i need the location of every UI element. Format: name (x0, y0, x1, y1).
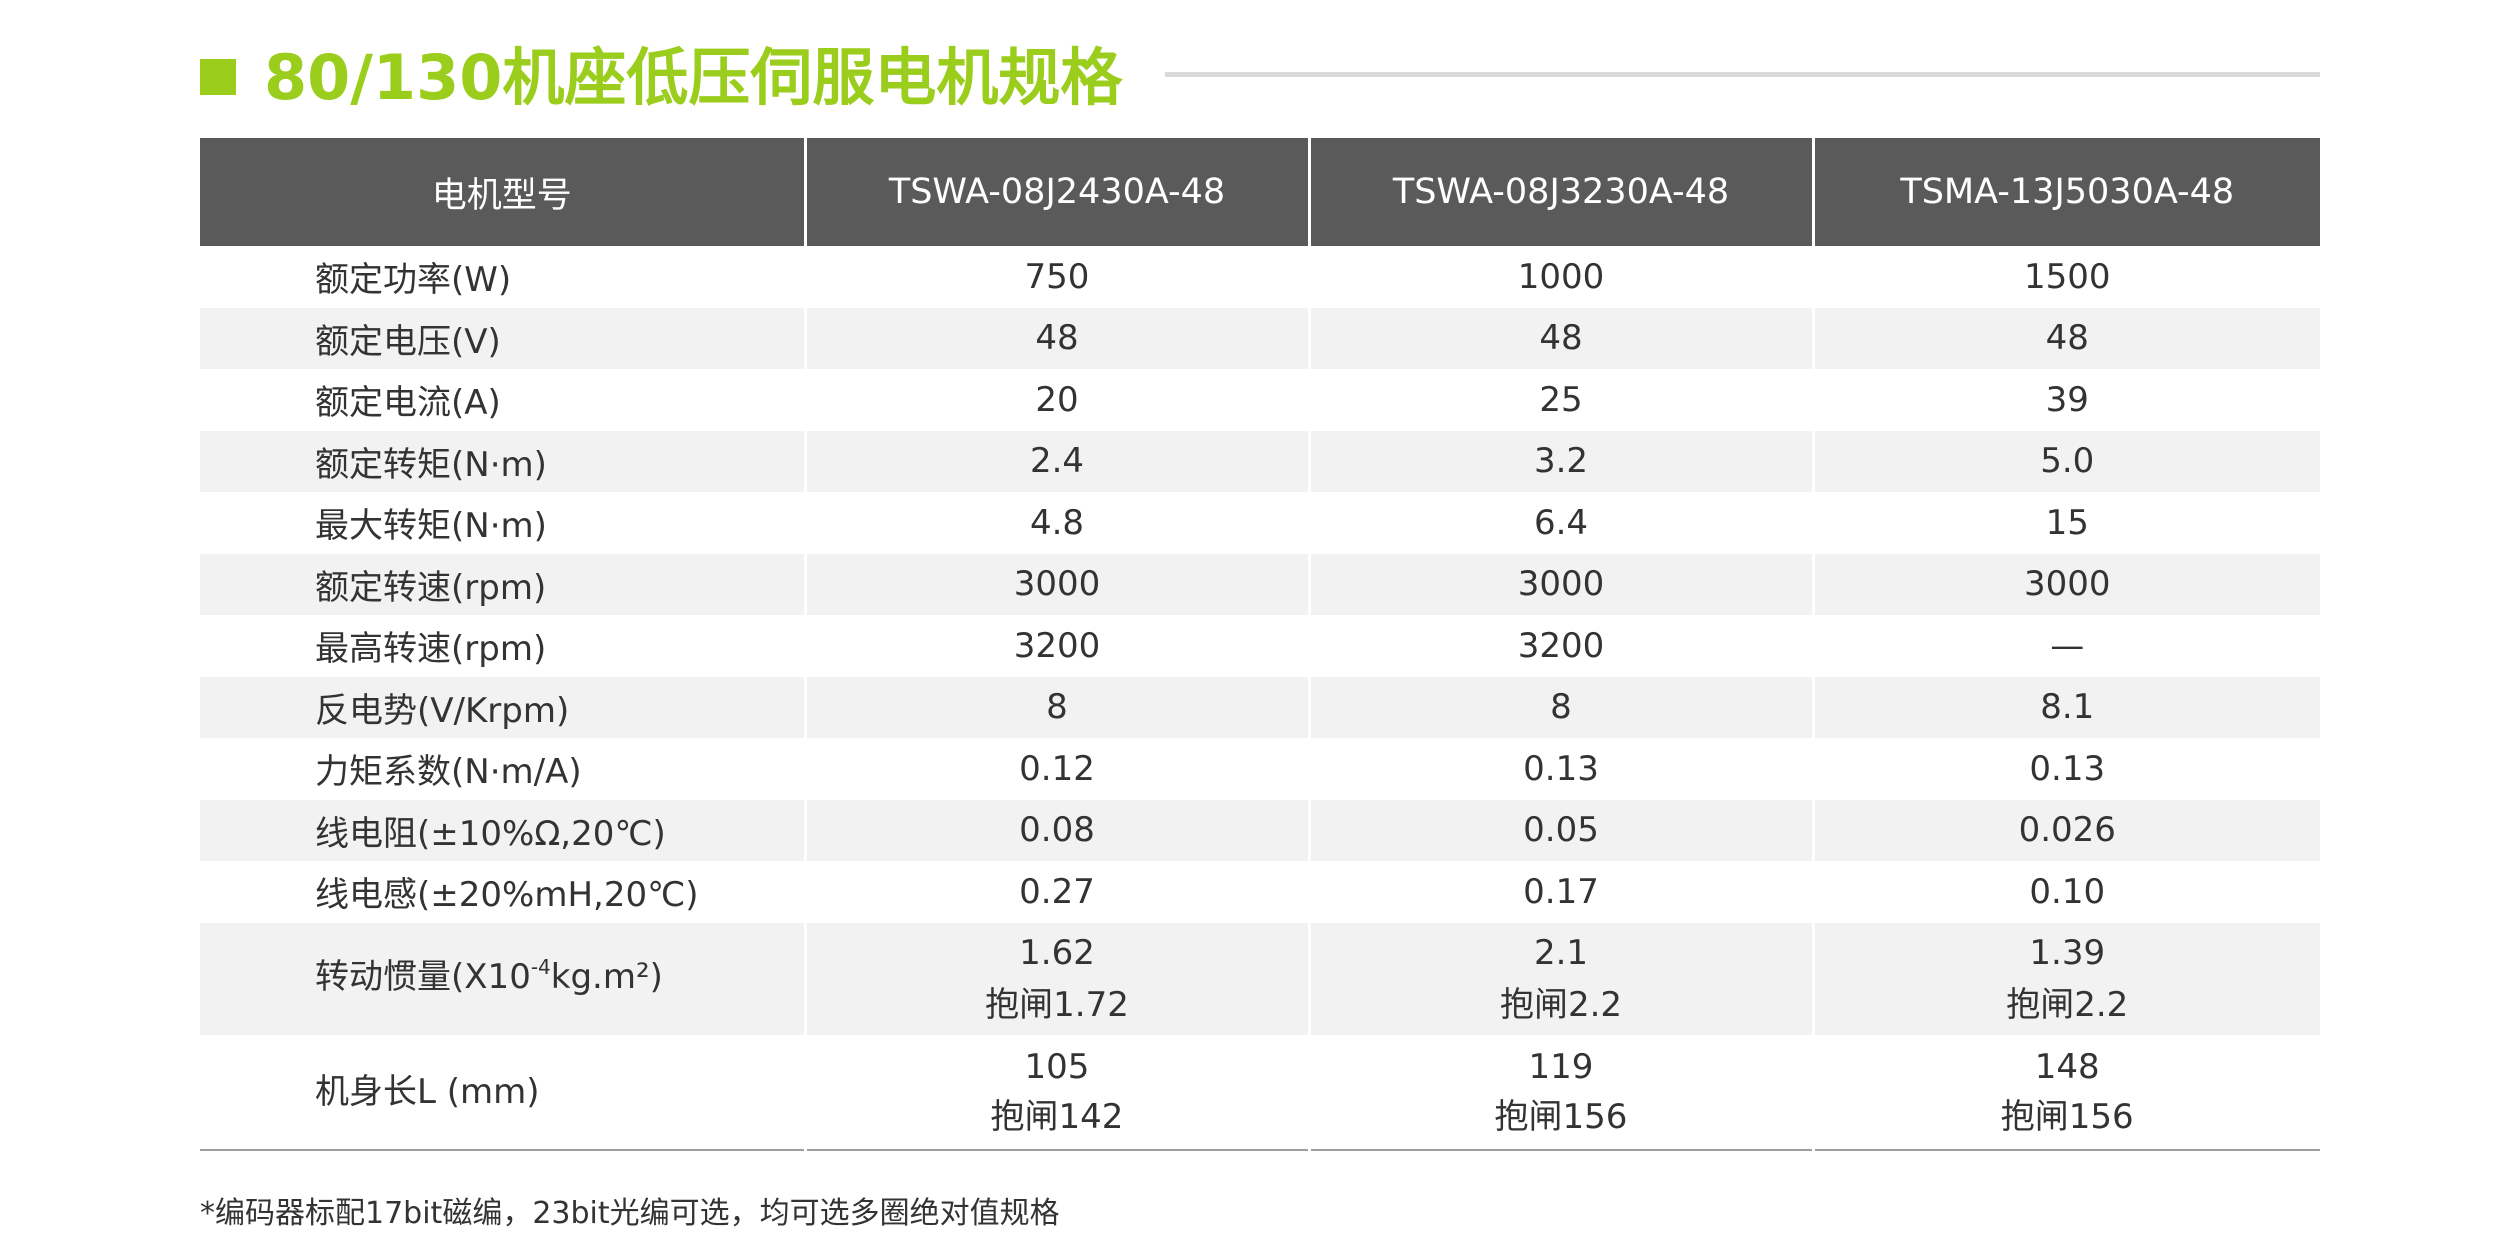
row-label: 额定转矩(N·m) (200, 430, 805, 492)
row-label: 线电阻(±10%Ω,20℃) (200, 799, 805, 861)
row-label-superscript: -4 (530, 954, 551, 979)
row-label: 力矩系数(N·m/A) (315, 752, 582, 793)
table-cell: — (1811, 615, 2320, 677)
table-cell: 0.026 (1811, 799, 2320, 861)
cell-brake-value: 抱闸142 (990, 1096, 1124, 1137)
table-cell: 3000 (1811, 553, 2320, 615)
green-square-icon (200, 59, 236, 95)
table-row: 反电势(V/Krpm) 8 8 8.1 (200, 676, 2320, 738)
table-cell: 5.0 (1811, 430, 2320, 492)
table-cell: 25 (1307, 369, 1813, 431)
table-cell: 1500 (1811, 246, 2320, 308)
cell-value: 2.1 (1533, 932, 1589, 973)
table-cell: 20 (803, 369, 1309, 431)
cell-brake-value: 抱闸1.72 (985, 984, 1129, 1025)
row-label: 反电势(V/Krpm) (200, 676, 805, 738)
table-cell: 3.2 (1307, 430, 1813, 492)
row-label-unit: kg.m²) (550, 956, 663, 997)
row-label: 额定转速(rpm) (200, 553, 805, 615)
table-cell: 3200 (1307, 615, 1813, 677)
row-label: 额定电流(A) (315, 383, 501, 424)
cell-value: 1.39 (2029, 932, 2106, 973)
cell-brake-value: 抱闸156 (2000, 1096, 2134, 1137)
table-cell: 48 (803, 307, 1309, 369)
table-row: 力矩系数(N·m/A) 0.12 0.13 0.13 (200, 738, 2320, 800)
table-cell: 3000 (1307, 553, 1813, 615)
row-label: 机身长L (mm) (200, 1034, 805, 1151)
cell-value: 105 (1024, 1046, 1090, 1087)
table-cell: 2.4 (803, 430, 1309, 492)
title-divider (1165, 72, 2320, 77)
table-row: 额定转速(rpm) 3000 3000 3000 (200, 553, 2320, 615)
column-header-model-1: TSWA-08J2430A-48 (803, 138, 1309, 246)
row-label-text: 转动惯量(X10 (315, 956, 531, 997)
table-row: 额定功率(W) 750 1000 1500 (200, 246, 2320, 308)
table-cell: 48 (1811, 307, 2320, 369)
table-row: 机身长L (mm) 105 抱闸142 119 抱闸156 148 抱闸156 (200, 1034, 2320, 1151)
table-cell: 3000 (803, 553, 1309, 615)
table-cell: 39 (1811, 369, 2320, 431)
table-header-row: 电机型号 TSWA-08J2430A-48 TSWA-08J3230A-48 T… (200, 138, 2320, 246)
table-cell: 750 (803, 246, 1309, 308)
row-label: 线电感(±20%mH,20℃) (315, 875, 699, 916)
row-label: 额定电压(V) (200, 307, 805, 369)
table-cell: 0.05 (1307, 799, 1813, 861)
column-header-model-3: TSMA-13J5030A-48 (1811, 138, 2320, 246)
table-cell: 1000 (1307, 246, 1813, 308)
table-cell: 0.12 (803, 738, 1309, 800)
cell-value: 148 (2034, 1046, 2100, 1087)
table-row: 最高转速(rpm) 3200 3200 — (200, 615, 2320, 677)
row-label: 最高转速(rpm) (315, 629, 547, 670)
table-cell: 8.1 (1811, 676, 2320, 738)
footnote: *编码器标配17bit磁编，23bit光编可选，均可选多圈绝对值规格 (200, 1196, 1060, 1231)
table-cell: 6.4 (1307, 492, 1813, 554)
column-header-model-label: 电机型号 (200, 138, 805, 246)
row-label: 最大转矩(N·m) (315, 506, 547, 547)
table-cell: 105 抱闸142 (803, 1034, 1309, 1151)
table-row: 额定转矩(N·m) 2.4 3.2 5.0 (200, 430, 2320, 492)
table-row: 额定电压(V) 48 48 48 (200, 307, 2320, 369)
table-cell: 1.39 抱闸2.2 (1811, 922, 2320, 1035)
table-cell: 0.27 (803, 861, 1309, 923)
table-cell: 0.08 (803, 799, 1309, 861)
table-row: 额定电流(A) 20 25 39 (200, 369, 2320, 431)
table-row: 最大转矩(N·m) 4.8 6.4 15 (200, 492, 2320, 554)
table-cell: 0.10 (1811, 861, 2320, 923)
table-row: 线电阻(±10%Ω,20℃) 0.08 0.05 0.026 (200, 799, 2320, 861)
table-cell: 0.17 (1307, 861, 1813, 923)
table-cell: 0.13 (1307, 738, 1813, 800)
row-label: 额定功率(W) (315, 260, 512, 301)
cell-brake-value: 抱闸2.2 (1499, 984, 1623, 1025)
table-cell: 8 (803, 676, 1309, 738)
table-cell: 2.1 抱闸2.2 (1307, 922, 1813, 1035)
table-cell: 119 抱闸156 (1307, 1034, 1813, 1151)
cell-value: 119 (1528, 1046, 1594, 1087)
page-title: 80/130机座低压伺服电机规格 (264, 41, 1123, 114)
cell-brake-value: 抱闸156 (1494, 1096, 1628, 1137)
table-row: 转动惯量(X10-4kg.m²) 1.62 抱闸1.72 2.1 抱闸2.2 1.3… (200, 922, 2320, 1035)
table-cell: 148 抱闸156 (1811, 1034, 2320, 1151)
column-header-model-2: TSWA-08J3230A-48 (1307, 138, 1813, 246)
cell-value: 1.62 (1019, 932, 1095, 973)
table-row: 线电感(±20%mH,20℃) 0.27 0.17 0.10 (200, 861, 2320, 923)
table-cell: 15 (1811, 492, 2320, 554)
table-cell: 3200 (803, 615, 1309, 677)
spec-table: 电机型号 TSWA-08J2430A-48 TSWA-08J3230A-48 T… (200, 138, 2320, 1151)
section-header: 80/130机座低压伺服电机规格 (200, 38, 2320, 118)
table-cell: 48 (1307, 307, 1813, 369)
table-cell: 4.8 (803, 492, 1309, 554)
table-cell: 0.13 (1811, 738, 2320, 800)
table-cell: 1.62 抱闸1.72 (803, 922, 1309, 1035)
cell-brake-value: 抱闸2.2 (2006, 984, 2129, 1025)
table-cell: 8 (1307, 676, 1813, 738)
row-label: 转动惯量(X10-4kg.m²) (200, 922, 805, 1035)
